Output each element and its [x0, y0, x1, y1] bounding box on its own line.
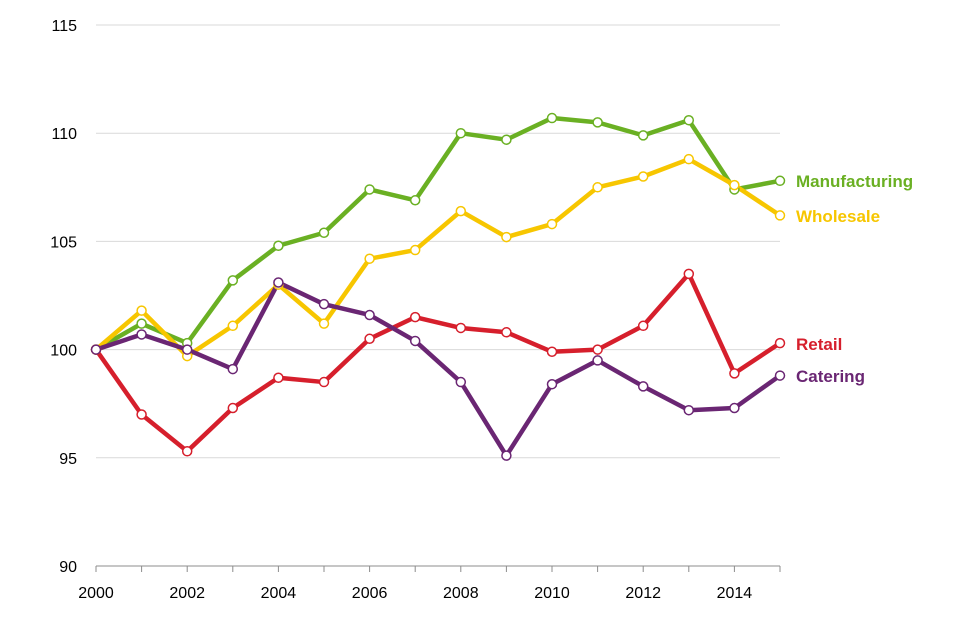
data-point-retail — [592, 344, 603, 355]
x-tick-label: 2002 — [169, 585, 205, 602]
data-point-manufacturing — [592, 117, 603, 128]
data-point-retail — [546, 346, 558, 358]
data-point-catering — [181, 344, 193, 355]
data-point-manufacturing — [364, 184, 375, 195]
series-label-manufacturing: Manufacturing — [796, 172, 913, 191]
data-point-wholesale — [592, 182, 603, 193]
y-tick-label: 115 — [51, 18, 77, 35]
series-line-wholesale — [93, 156, 783, 359]
x-tick-label: 2010 — [534, 585, 570, 602]
x-tick-label: 2004 — [261, 585, 297, 602]
data-point-manufacturing — [227, 275, 239, 286]
data-point-catering — [409, 335, 421, 347]
data-point-catering — [501, 450, 512, 461]
axes — [95, 565, 781, 572]
data-point-wholesale — [501, 231, 512, 243]
data-point-wholesale — [227, 320, 239, 332]
data-point-catering — [592, 355, 603, 366]
data-point-retail — [637, 320, 649, 332]
x-tick-label: 2014 — [717, 585, 753, 602]
data-point-manufacturing — [409, 195, 421, 206]
data-point-catering — [136, 329, 147, 340]
data-point-catering — [637, 381, 649, 392]
data-point-wholesale — [729, 179, 740, 191]
data-point-manufacturing — [273, 240, 284, 251]
data-point-catering — [364, 309, 375, 321]
data-point-manufacturing — [546, 112, 558, 124]
series-label-catering: Catering — [796, 367, 865, 386]
series-line-manufacturing — [93, 115, 783, 352]
data-point-catering — [683, 404, 695, 416]
data-point-manufacturing — [637, 130, 649, 141]
data-point-manufacturing — [455, 127, 467, 139]
data-point-retail — [774, 337, 786, 349]
data-point-catering — [729, 402, 740, 414]
series-label-wholesale: Wholesale — [796, 207, 880, 226]
data-point-catering — [227, 363, 239, 375]
series-line-catering — [93, 280, 783, 458]
series-line-retail — [93, 271, 783, 454]
data-point-retail — [455, 322, 467, 334]
y-axis-tick-labels: 90 95 100 105 110 115 — [50, 18, 77, 576]
x-tick-label: 2012 — [625, 585, 661, 602]
x-tick-label: 2008 — [443, 585, 479, 602]
data-point-wholesale — [136, 305, 147, 316]
data-point-retail — [136, 409, 147, 420]
series-lines — [93, 115, 783, 458]
data-point-retail — [318, 376, 330, 388]
series-points — [90, 112, 786, 461]
data-point-catering — [774, 370, 786, 381]
y-tick-label: 100 — [50, 343, 77, 360]
y-tick-label: 95 — [59, 451, 77, 468]
y-tick-label: 90 — [59, 559, 77, 576]
data-point-manufacturing — [683, 114, 695, 126]
data-point-retail — [227, 402, 239, 414]
data-point-wholesale — [455, 205, 467, 217]
data-point-wholesale — [683, 153, 695, 165]
data-point-retail — [729, 368, 740, 379]
series-labels: Manufacturing Wholesale Retail Catering — [796, 172, 913, 386]
data-point-manufacturing — [501, 134, 512, 145]
data-point-wholesale — [774, 210, 786, 221]
data-point-retail — [409, 311, 421, 323]
data-point-catering — [273, 277, 284, 288]
data-point-retail — [683, 268, 695, 280]
data-point-manufacturing — [318, 227, 330, 238]
data-point-retail — [273, 372, 284, 383]
series-label-retail: Retail — [796, 335, 842, 354]
data-point-wholesale — [409, 244, 421, 256]
data-point-retail — [181, 446, 193, 457]
y-tick-label: 110 — [51, 126, 77, 143]
data-point-retail — [501, 327, 512, 338]
data-point-wholesale — [637, 171, 649, 182]
data-point-catering — [455, 376, 467, 388]
x-tick-label: 2000 — [78, 585, 114, 602]
data-point-catering — [546, 378, 558, 390]
x-axis-tick-labels: 2000 2002 2004 2006 2008 2010 2012 2014 — [78, 585, 752, 602]
data-point-manufacturing — [136, 318, 147, 329]
gridlines — [96, 24, 780, 459]
y-tick-label: 105 — [50, 234, 77, 251]
data-point-manufacturing — [774, 175, 786, 187]
data-point-wholesale — [318, 318, 330, 329]
data-point-retail — [364, 333, 375, 345]
data-point-catering — [90, 344, 102, 355]
data-point-wholesale — [546, 218, 558, 230]
data-point-wholesale — [364, 253, 375, 264]
x-tick-label: 2006 — [352, 585, 388, 602]
data-point-catering — [318, 298, 330, 310]
